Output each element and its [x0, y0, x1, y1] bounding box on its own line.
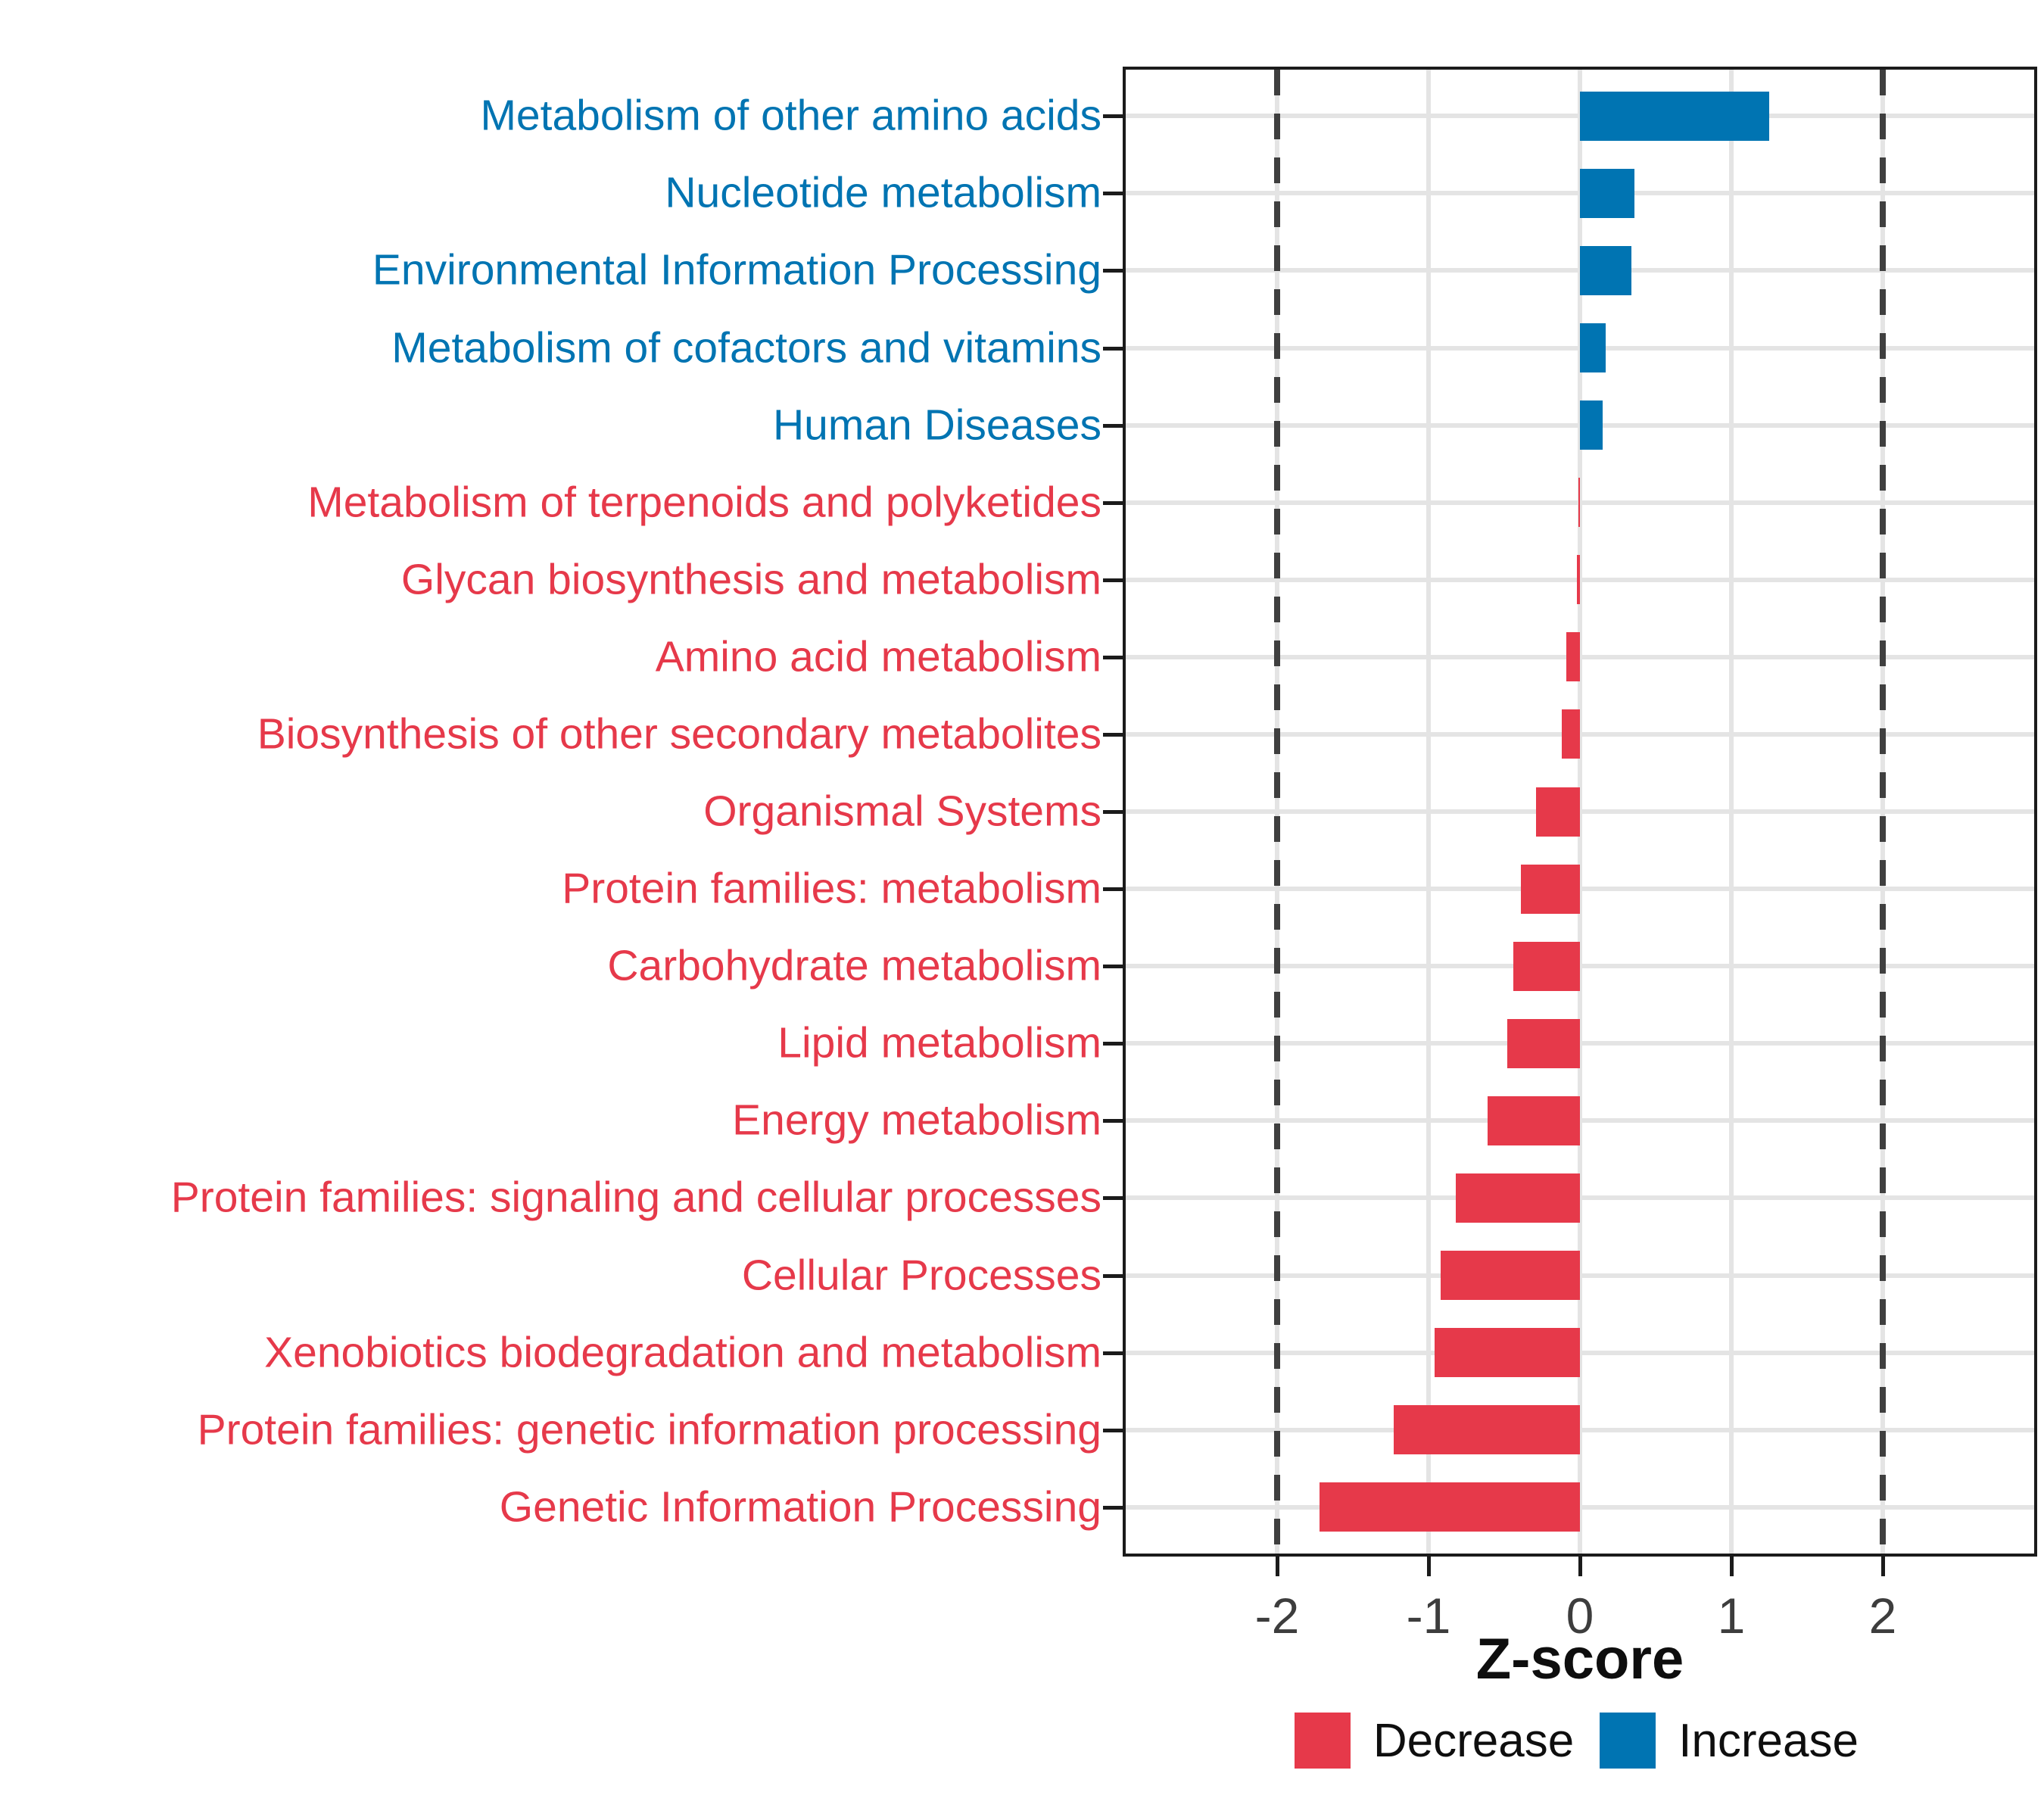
y-axis-tick [1103, 1196, 1123, 1200]
x-axis-tick-label: -2 [1254, 1588, 1300, 1644]
bar-decrease [1456, 1173, 1580, 1223]
y-axis-tick [1103, 578, 1123, 582]
x-axis-title: Z-score [1475, 1627, 1684, 1691]
y-axis-tick [1103, 1042, 1123, 1046]
x-axis-tick-label: 1 [1717, 1588, 1746, 1644]
y-axis-tick [1103, 1351, 1123, 1355]
bar-decrease [1513, 942, 1580, 991]
gridline-vertical [1729, 70, 1734, 1554]
bar-decrease [1562, 709, 1580, 759]
bar-decrease [1435, 1328, 1580, 1377]
category-label: Carbohydrate metabolism [607, 941, 1101, 990]
dashed-reference-line [1880, 70, 1886, 1554]
bar-decrease [1578, 478, 1580, 527]
y-axis-tick [1103, 1429, 1123, 1432]
category-label: Energy metabolism [732, 1095, 1101, 1145]
bar-decrease [1566, 632, 1580, 681]
bar-decrease [1577, 555, 1580, 604]
y-axis-tick [1103, 1506, 1123, 1510]
y-axis-tick [1103, 192, 1123, 195]
increase-color-swatch [1600, 1713, 1656, 1769]
category-label: Protein families: signaling and cellular… [170, 1173, 1101, 1222]
y-axis-tick [1103, 501, 1123, 505]
bar-increase [1580, 169, 1634, 218]
category-label: Xenobiotics biodegradation and metabolis… [264, 1328, 1101, 1377]
category-label: Organismal Systems [703, 787, 1101, 836]
y-axis-tick [1103, 1274, 1123, 1278]
plot-panel [1123, 67, 2037, 1557]
bar-decrease [1441, 1251, 1580, 1300]
category-label: Glycan biosynthesis and metabolism [400, 555, 1101, 604]
category-label: Environmental Information Processing [372, 245, 1101, 295]
y-axis-tick [1103, 965, 1123, 968]
bar-decrease [1521, 865, 1580, 914]
bar-increase [1580, 400, 1603, 450]
x-axis-tick [1730, 1557, 1734, 1576]
category-label: Lipid metabolism [777, 1018, 1101, 1067]
bar-decrease [1394, 1405, 1580, 1454]
category-label: Human Diseases [772, 400, 1101, 450]
category-label: Biosynthesis of other secondary metaboli… [257, 709, 1101, 759]
category-label: Protein families: metabolism [562, 864, 1101, 913]
category-label: Cellular Processes [741, 1251, 1101, 1300]
category-label: Metabolism of cofactors and vitamins [391, 323, 1101, 372]
bar-increase [1580, 246, 1631, 295]
category-label: Metabolism of other amino acids [480, 91, 1101, 140]
gridline-vertical [1578, 70, 1582, 1554]
dashed-reference-line [1274, 70, 1280, 1554]
y-axis-tick [1103, 656, 1123, 659]
bar-increase [1580, 92, 1769, 141]
y-axis-tick [1103, 347, 1123, 351]
x-axis-tick-label: 0 [1566, 1588, 1594, 1644]
bar-decrease [1507, 1019, 1580, 1068]
legend: Decrease Increase [1294, 1713, 1859, 1769]
category-label: Nucleotide metabolism [665, 168, 1101, 217]
bar-decrease [1488, 1096, 1580, 1145]
decrease-color-swatch [1294, 1713, 1351, 1769]
gridline-vertical [1426, 70, 1431, 1554]
legend-label-increase: Increase [1678, 1714, 1859, 1767]
category-label: Metabolism of terpenoids and polyketides [307, 478, 1101, 527]
legend-item-increase: Increase [1600, 1713, 1859, 1769]
y-axis-tick [1103, 114, 1123, 118]
bar-decrease [1536, 787, 1580, 837]
category-label: Protein families: genetic information pr… [197, 1405, 1101, 1454]
y-axis-tick [1103, 269, 1123, 273]
x-axis-tick [1276, 1557, 1279, 1576]
x-axis-tick [1881, 1557, 1885, 1576]
category-label: Amino acid metabolism [655, 632, 1101, 681]
y-axis-tick [1103, 810, 1123, 814]
legend-item-decrease: Decrease [1294, 1713, 1575, 1769]
y-axis-tick [1103, 733, 1123, 737]
category-label: Genetic Information Processing [499, 1482, 1101, 1532]
bar-increase [1580, 323, 1606, 372]
x-axis-tick-label: 2 [1868, 1588, 1897, 1644]
x-axis-tick [1578, 1557, 1582, 1576]
y-axis-tick [1103, 1119, 1123, 1123]
y-axis-tick [1103, 424, 1123, 428]
x-axis-tick [1427, 1557, 1431, 1576]
legend-label-decrease: Decrease [1373, 1714, 1575, 1767]
bar-decrease [1320, 1482, 1580, 1532]
x-axis-tick-label: -1 [1406, 1588, 1451, 1644]
y-axis-tick [1103, 887, 1123, 891]
